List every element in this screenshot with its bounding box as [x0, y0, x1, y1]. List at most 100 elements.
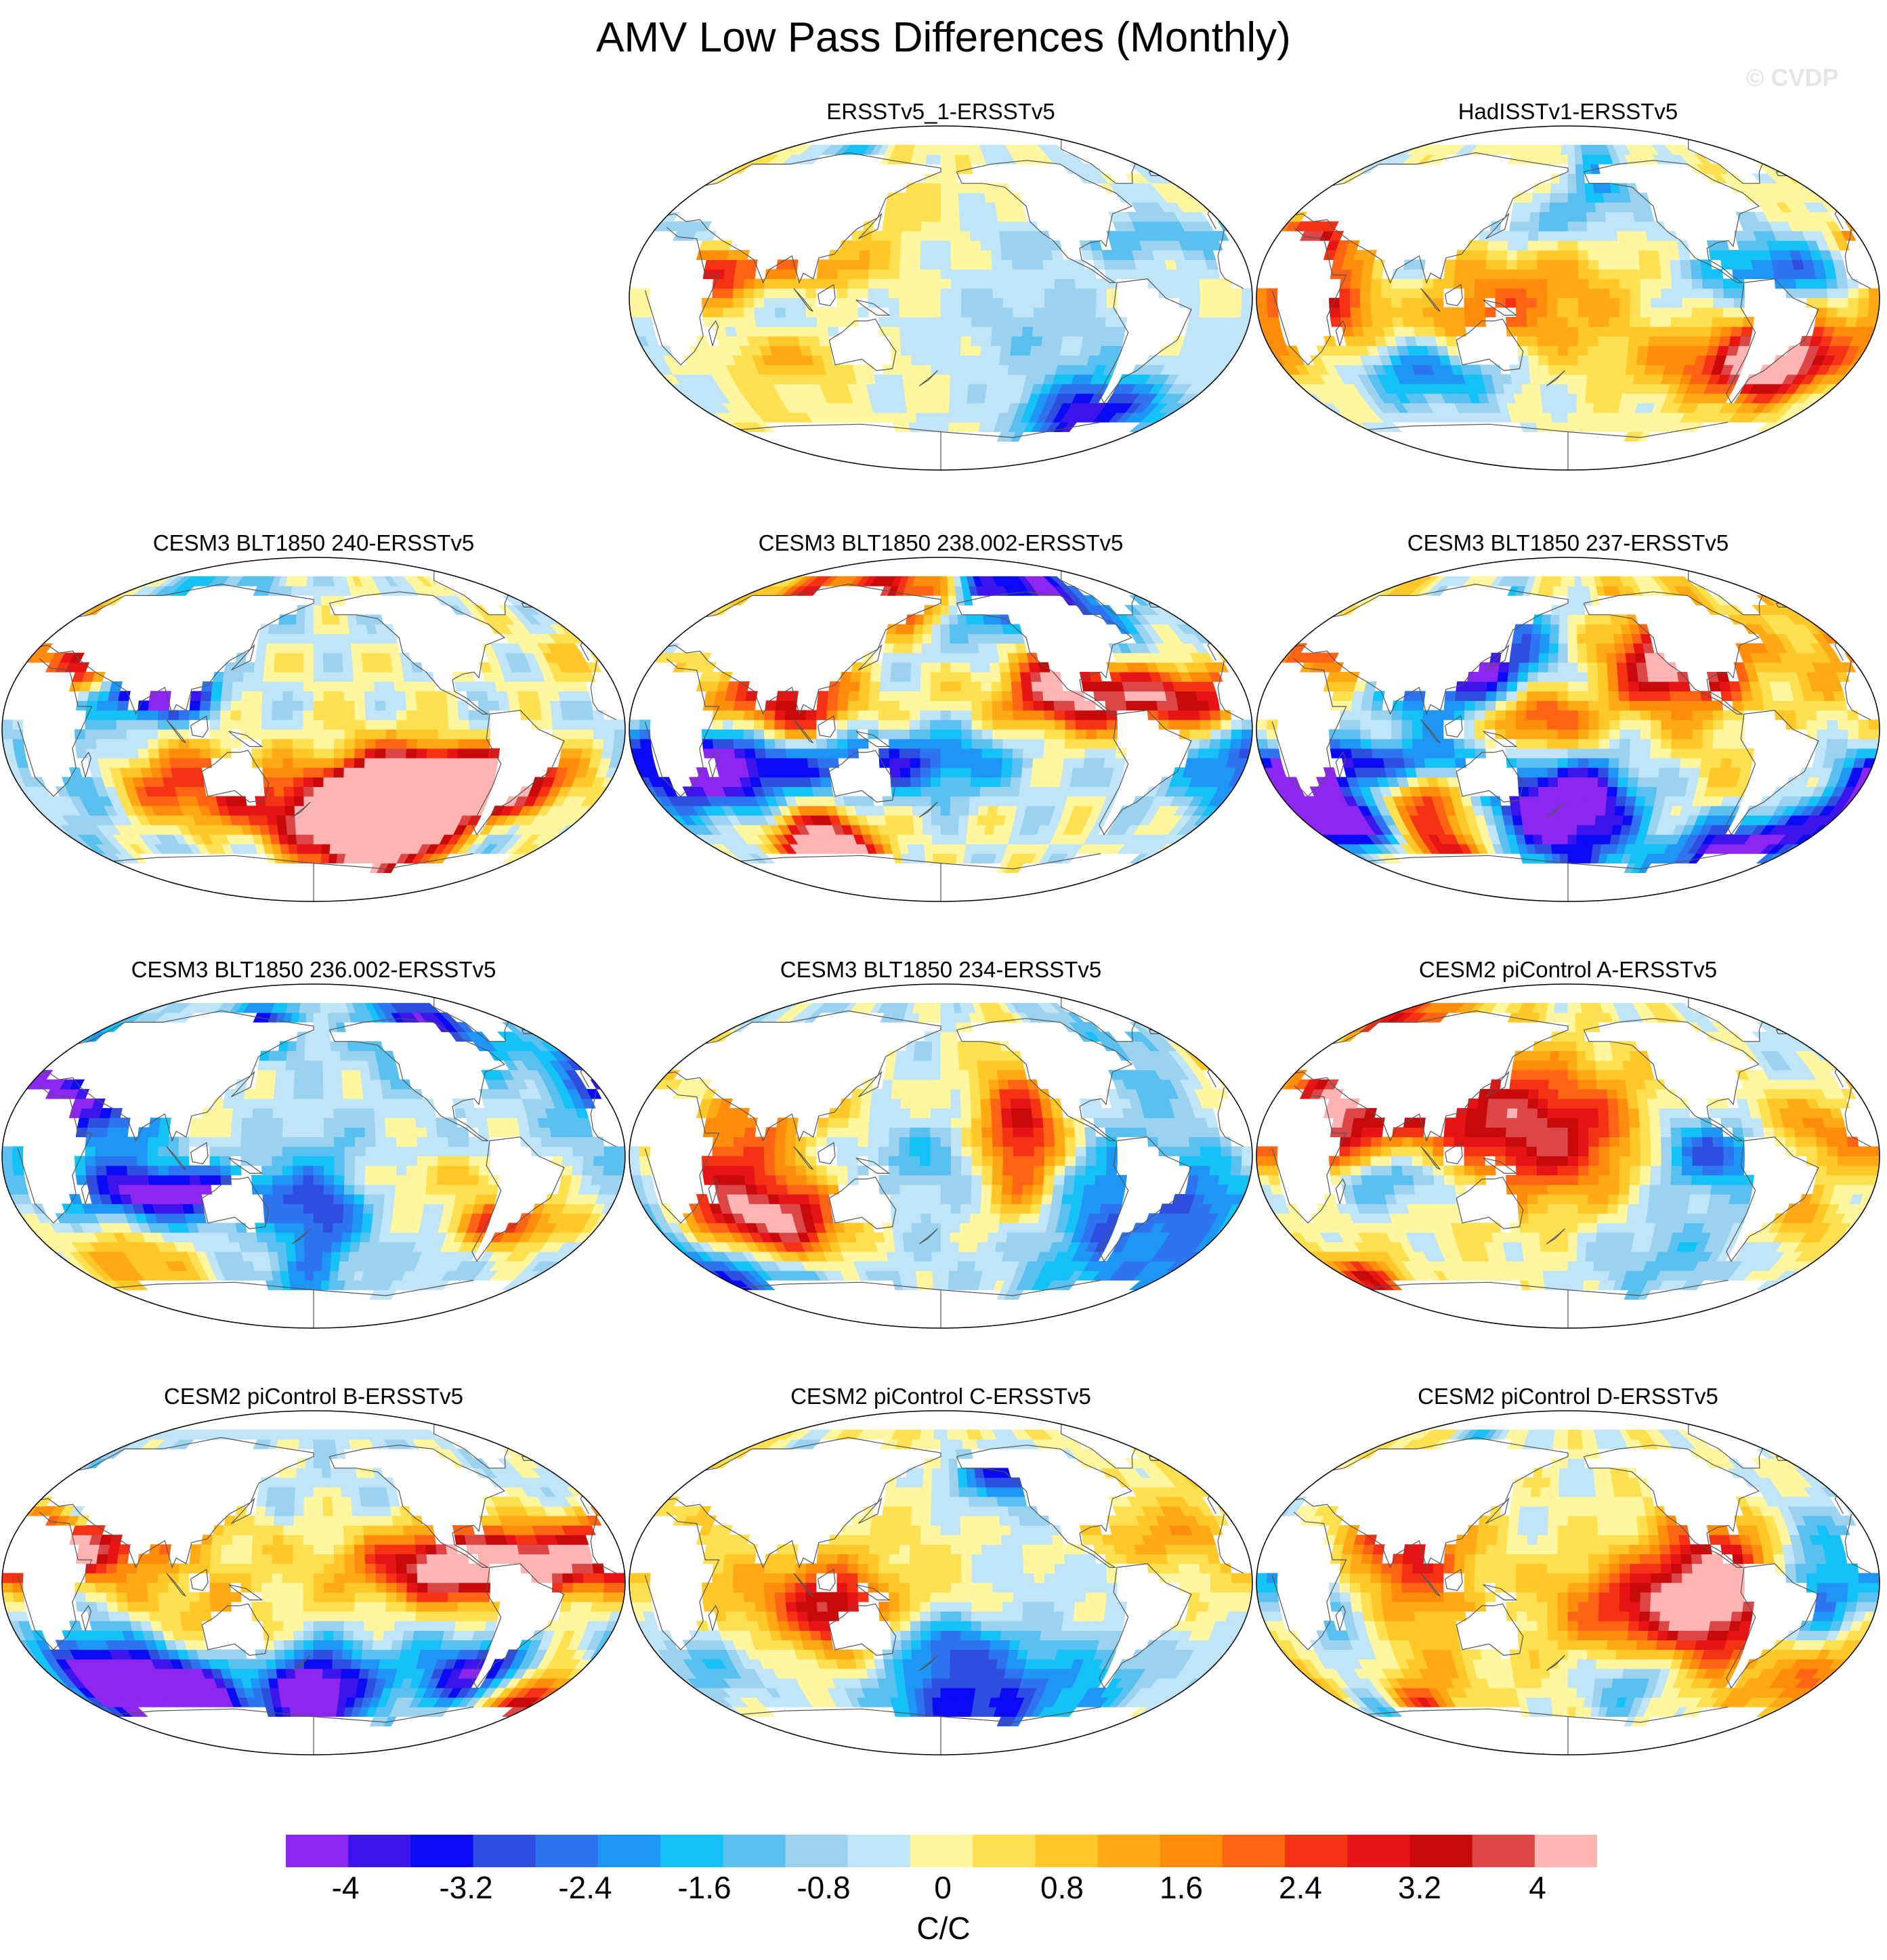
colorbar-swatch: [348, 1835, 411, 1867]
colorbar-swatch: [1409, 1835, 1473, 1867]
map-border: [1256, 983, 1880, 1329]
sst-field: [1256, 984, 1880, 1328]
figure-title: AMV Low Pass Differences (Monthly): [596, 14, 1291, 61]
map-panel-cesm2-a: CESM2 piControl A-ERSSTv5: [1254, 957, 1882, 1329]
sst-difference-map: [1, 983, 626, 1329]
panel-title: CESM3 BLT1850 234-ERSSTv5: [780, 957, 1102, 982]
coastlines: [644, 570, 1244, 901]
sst-field: [629, 1411, 1252, 1755]
colorbar-tick-labels: -4 -3.2 -2.4 -1.6 -0.8 0 0.8 1.6 2.4 3.2…: [0, 1869, 1887, 1910]
sst-difference-map: [629, 1410, 1253, 1755]
sst-difference-map: [1, 557, 626, 902]
colorbar-swatch: [660, 1835, 723, 1867]
map-border: [629, 1410, 1253, 1755]
colorbar-swatch: [1347, 1835, 1410, 1867]
colorbar-tick-label: -3.2: [439, 1870, 493, 1905]
map-panel-cesm3-234: CESM3 BLT1850 234-ERSSTv5: [627, 957, 1254, 1329]
panel-title: CESM3 BLT1850 236.002-ERSSTv5: [131, 957, 496, 982]
colorbar-swatch: [597, 1835, 661, 1867]
map-panel-cesm3-240: CESM3 BLT1850 240-ERSSTv5: [0, 530, 627, 903]
panel-title: CESM3 BLT1850 237-ERSSTv5: [1407, 530, 1729, 555]
sst-difference-map: [1256, 557, 1880, 902]
map-border: [629, 125, 1253, 471]
colorbar-tick-label: 0.8: [1040, 1870, 1084, 1905]
sst-difference-map: [1256, 1410, 1880, 1755]
map-panel-cesm3-237: CESM3 BLT1850 237-ERSSTv5: [1254, 530, 1882, 903]
sst-field: [2, 1411, 625, 1755]
panel-title: CESM3 BLT1850 238.002-ERSSTv5: [758, 530, 1124, 555]
colorbar-swatch: [910, 1835, 973, 1867]
map-panel-cesm3-238-002: CESM3 BLT1850 238.002-ERSSTv5: [627, 530, 1254, 903]
sst-difference-map: [629, 125, 1253, 471]
map-panel-cesm2-b: CESM2 piControl B-ERSSTv5: [0, 1384, 627, 1756]
colorbar-tick-label: 2.4: [1279, 1870, 1322, 1905]
colorbar-swatch: [1222, 1835, 1286, 1867]
panel-title: ERSSTv5_1-ERSSTv5: [826, 99, 1055, 124]
map-panel-hadisstv1: HadISSTv1-ERSSTv5: [1254, 99, 1882, 471]
sst-difference-map: [1256, 125, 1880, 471]
colorbar-tick-label: 3.2: [1398, 1870, 1441, 1905]
colorbar-swatch: [847, 1835, 911, 1867]
colorbar-swatch: [973, 1835, 1036, 1867]
colorbar-tick-label: 0: [934, 1870, 952, 1905]
colorbar-swatch: [1534, 1835, 1597, 1867]
map-border: [1256, 125, 1880, 471]
coastlines: [644, 997, 1244, 1328]
panel-title: CESM2 piControl D-ERSSTv5: [1418, 1384, 1718, 1409]
sst-field: [1256, 557, 1880, 901]
coastlines: [644, 1424, 1244, 1755]
coastlines: [1271, 570, 1871, 901]
sst-field: [1256, 1411, 1880, 1755]
colorbar-swatch: [1097, 1835, 1161, 1867]
colorbar-units: C/C: [916, 1911, 971, 1946]
colorbar-swatch: [473, 1835, 536, 1867]
map-border: [1256, 557, 1880, 902]
sst-difference-map: [629, 983, 1253, 1329]
map-border: [1, 983, 626, 1329]
colorbar-swatch: [410, 1835, 474, 1867]
panel-title: CESM2 piControl A-ERSSTv5: [1418, 957, 1718, 982]
sst-field: [2, 557, 625, 901]
watermark: © CVDP: [1746, 64, 1839, 91]
colorbar-tick-label: 4: [1529, 1870, 1546, 1905]
map-panel-cesm3-236-002: CESM3 BLT1850 236.002-ERSSTv5: [0, 957, 627, 1329]
panel-title: CESM3 BLT1850 240-ERSSTv5: [152, 530, 475, 555]
sst-field: [2, 984, 625, 1328]
colorbar-tick-label: 1.6: [1160, 1870, 1203, 1905]
colorbar-swatch: [535, 1835, 599, 1867]
map-border: [1, 557, 626, 902]
sst-difference-map: [629, 557, 1253, 902]
sst-field: [629, 557, 1252, 901]
colorbar-swatch: [1035, 1835, 1098, 1867]
colorbar: [286, 1835, 1597, 1867]
coastlines: [17, 997, 616, 1328]
map-panel-ersstv5-1: ERSSTv5_1-ERSSTv5: [627, 99, 1254, 471]
colorbar-swatch: [1160, 1835, 1223, 1867]
coastlines: [17, 570, 616, 901]
panel-title: CESM2 piControl C-ERSSTv5: [790, 1384, 1091, 1409]
sst-field: [1256, 126, 1880, 470]
colorbar-swatch: [1285, 1835, 1348, 1867]
coastlines: [1271, 139, 1871, 470]
colorbar-swatch: [723, 1835, 786, 1867]
map-border: [629, 557, 1253, 902]
colorbar-swatch: [1472, 1835, 1535, 1867]
sst-difference-map: [1256, 983, 1880, 1329]
panel-title: CESM2 piControl B-ERSSTv5: [164, 1384, 463, 1409]
colorbar-tick-label: -1.6: [677, 1870, 732, 1905]
map-border: [629, 983, 1253, 1329]
colorbar-swatch: [785, 1835, 849, 1867]
colorbar-tick-label: -4: [331, 1870, 360, 1905]
sst-difference-map: [1, 1410, 626, 1755]
map-border: [1256, 1410, 1880, 1755]
sst-field: [629, 984, 1252, 1328]
colorbar-tick-label: -2.4: [558, 1870, 612, 1905]
map-border: [1, 1410, 626, 1755]
colorbar-tick-label: -0.8: [797, 1870, 851, 1905]
panel-title: HadISSTv1-ERSSTv5: [1458, 99, 1678, 124]
map-panel-cesm2-c: CESM2 piControl C-ERSSTv5: [627, 1384, 1254, 1756]
map-panel-cesm2-d: CESM2 piControl D-ERSSTv5: [1254, 1384, 1882, 1756]
coastlines: [1271, 997, 1871, 1328]
sst-field: [629, 126, 1252, 470]
colorbar-swatch: [286, 1835, 349, 1867]
